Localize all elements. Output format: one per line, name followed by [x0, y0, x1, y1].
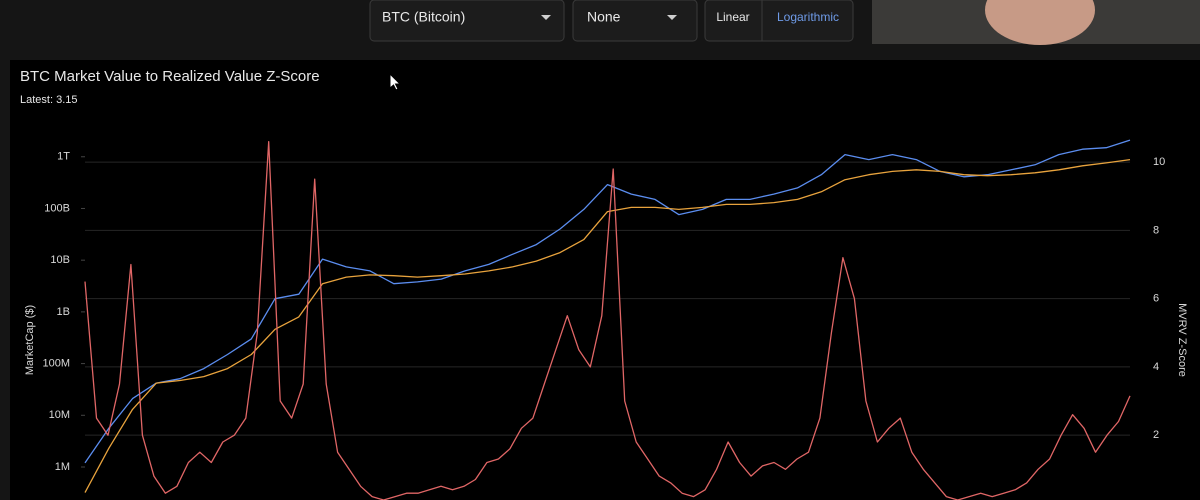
scale-toggle: [704, 0, 854, 42]
caret: [667, 15, 677, 20]
caret: [541, 15, 551, 20]
chart-subtitle: Latest: 3.15: [20, 94, 78, 106]
series-line: [84, 141, 1131, 500]
y2-tick-label: 2: [1153, 429, 1159, 441]
chart-title: BTC Market Value to Realized Value Z-Sco…: [20, 68, 320, 85]
overlay-label: None: [587, 9, 621, 25]
cursor: [389, 72, 402, 91]
overlay-dropdown[interactable]: [572, 0, 698, 42]
y-tick-label: 1M: [55, 461, 70, 473]
y2-tick-label: 8: [1153, 224, 1159, 236]
y-tick-label: 100B: [44, 202, 70, 214]
series-line: [84, 158, 1131, 493]
y-tick-label: 1T: [57, 151, 70, 163]
scale-linear[interactable]: Linear: [716, 10, 749, 24]
series-line: [84, 139, 1131, 464]
y-tick-label: 10M: [49, 409, 70, 421]
asset-label: BTC (Bitcoin): [382, 9, 465, 25]
y2-tick-label: 6: [1153, 293, 1159, 305]
y2-tick-label: 10: [1153, 156, 1165, 168]
y-tick-label: 100M: [42, 357, 70, 369]
y2-axis-label: MVRV Z-Score: [1176, 303, 1188, 377]
y-tick-label: 1B: [57, 306, 70, 318]
y-tick-label: 10B: [50, 254, 70, 266]
scale-log[interactable]: Logarithmic: [777, 10, 839, 24]
y-axis-label: MarketCap ($): [24, 305, 36, 375]
y2-tick-label: 4: [1153, 361, 1159, 373]
asset-dropdown[interactable]: [369, 0, 565, 42]
webcam-face: [985, 0, 1095, 45]
